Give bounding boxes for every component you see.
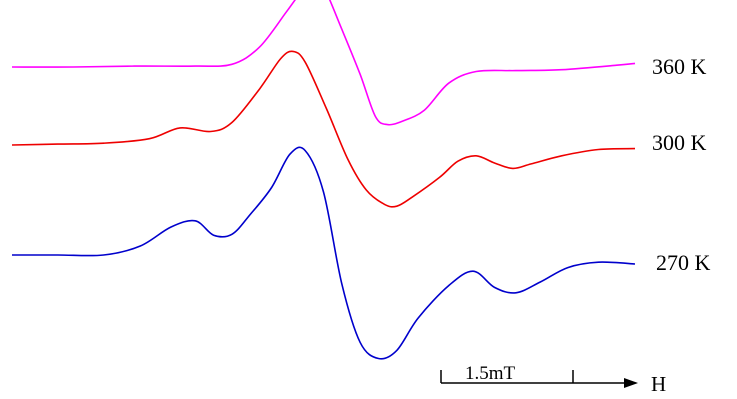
field-scale-bar: 1.5mT H: [440, 363, 666, 396]
field-axis-label: H: [651, 372, 666, 396]
label-300k: 300 K: [652, 130, 707, 155]
trace-360k: [11, 0, 636, 126]
label-360k: 360 K: [652, 54, 707, 79]
temperature-labels: 360 K 300 K 270 K: [652, 54, 711, 275]
label-270k: 270 K: [656, 250, 711, 275]
scale-bar-label: 1.5mT: [465, 363, 516, 384]
spectra-traces: [11, 0, 636, 360]
field-axis-arrowhead: [624, 378, 638, 388]
trace-300k: [11, 50, 636, 208]
trace-270k: [12, 146, 636, 360]
